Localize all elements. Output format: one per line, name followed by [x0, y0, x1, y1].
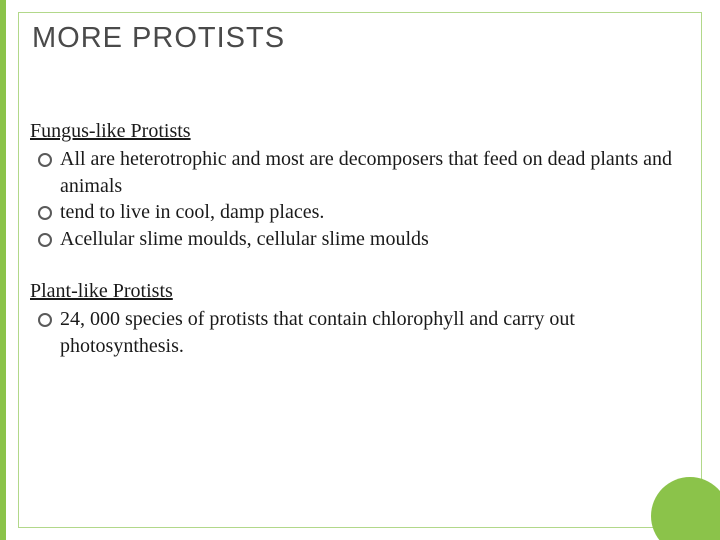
- bullet-list-fungus: All are heterotrophic and most are decom…: [30, 146, 690, 252]
- slide-title: MORE PROTISTS: [32, 22, 285, 55]
- section-heading-fungus: Fungus-like Protists: [30, 118, 690, 144]
- left-accent-stripe: [0, 0, 6, 540]
- slide-body: Fungus-like Protists All are heterotroph…: [30, 118, 690, 385]
- list-item: 24, 000 species of protists that contain…: [30, 306, 690, 359]
- list-item: Acellular slime moulds, cellular slime m…: [30, 226, 690, 252]
- corner-circle-icon: [651, 477, 720, 540]
- bullet-list-plant: 24, 000 species of protists that contain…: [30, 306, 690, 359]
- list-item: tend to live in cool, damp places.: [30, 199, 690, 225]
- list-item: All are heterotrophic and most are decom…: [30, 146, 690, 199]
- section-heading-plant: Plant-like Protists: [30, 278, 690, 304]
- slide: MORE PROTISTS Fungus-like Protists All a…: [0, 0, 720, 540]
